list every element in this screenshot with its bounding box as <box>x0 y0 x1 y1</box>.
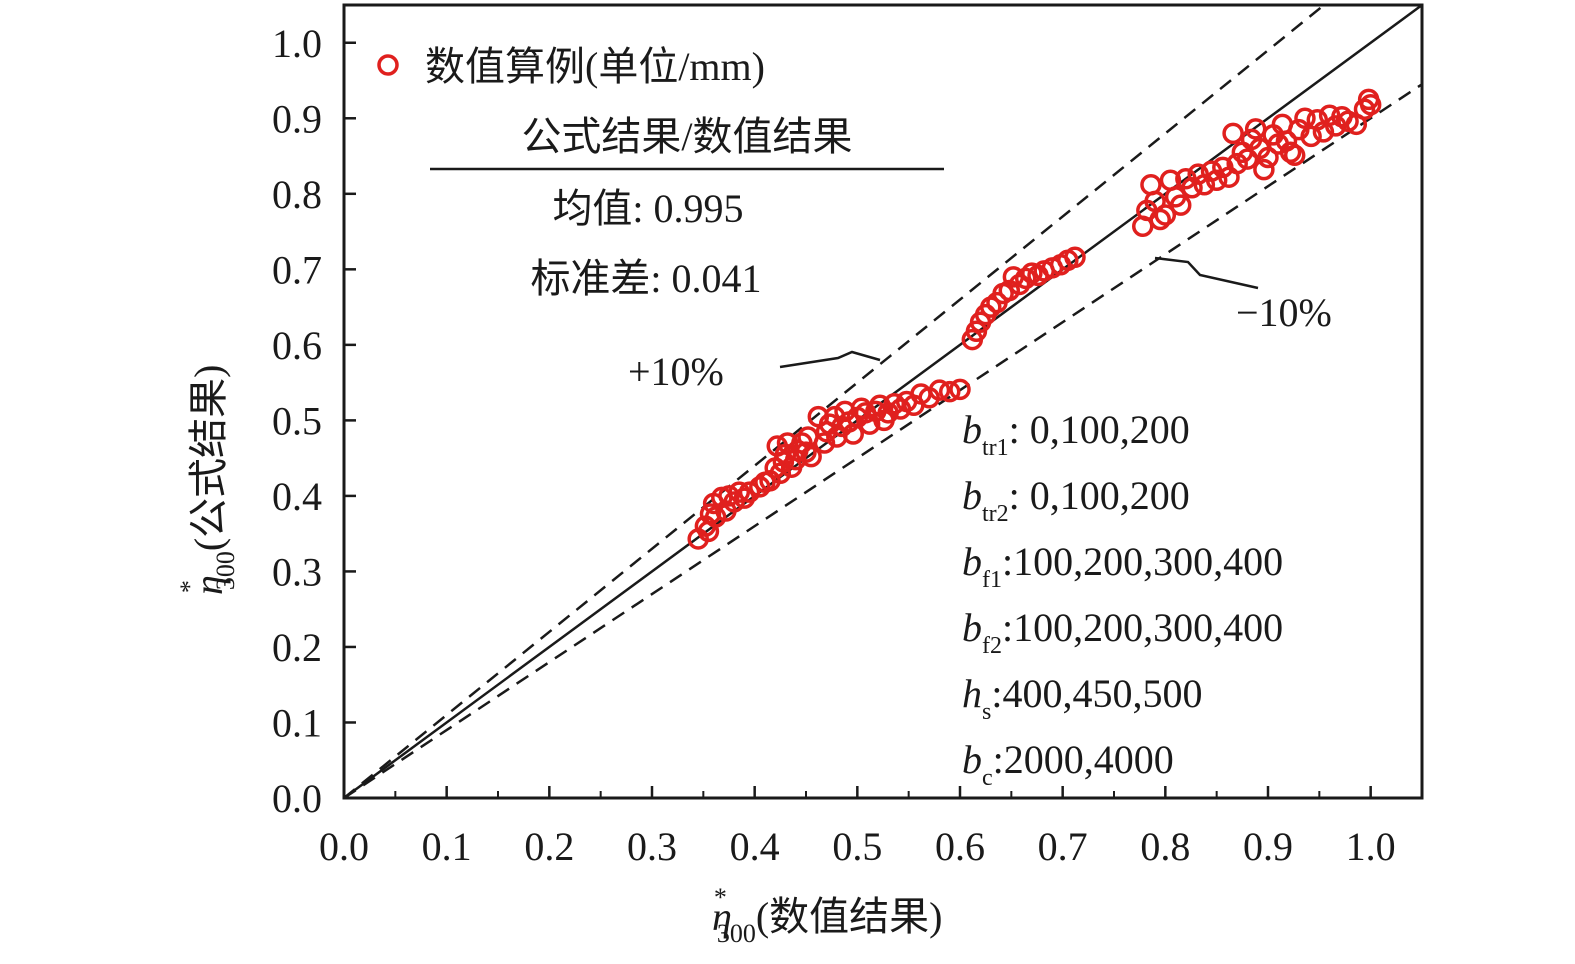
stats-header: 公式结果/数值结果 <box>521 114 852 159</box>
stats-mean: 均值: 0.995 <box>552 186 743 231</box>
data-point <box>1279 141 1302 164</box>
param-btr2: btr2: 0,100,200 <box>962 473 1190 527</box>
data-point <box>733 487 756 509</box>
data-point <box>1359 93 1382 116</box>
y-tick-label: 0.3 <box>272 549 322 594</box>
x-tick-label: 0.7 <box>1038 824 1088 869</box>
axis-ticks: 0.0 0.1 0.2 0.3 0.4 0.5 0.6 0.7 0.8 0.9 1.0 0.0 0.1 0… <box>272 21 1396 869</box>
data-point <box>1222 122 1244 145</box>
x-tick-label: 0.6 <box>935 824 985 869</box>
data-points <box>687 88 1382 550</box>
data-point <box>1205 169 1228 191</box>
plus-10-label: +10% <box>628 349 724 394</box>
x-tick-label: 0.1 <box>422 824 472 869</box>
y-tick-label: 1.0 <box>272 21 322 66</box>
data-point <box>1187 163 1209 185</box>
y-tick-label: 0.8 <box>272 172 322 217</box>
data-point <box>728 481 751 503</box>
y-tick-label: 0.2 <box>272 625 322 670</box>
y-tick-label: 0.6 <box>272 323 322 368</box>
y-tick-label: 0.4 <box>272 474 322 519</box>
data-point <box>795 441 817 463</box>
data-point <box>800 445 822 468</box>
legend-label: 数值算例(单位/mm) <box>425 44 765 89</box>
data-point <box>718 485 740 507</box>
minus-10-leader <box>1154 256 1259 290</box>
plot-frame <box>342 3 1424 800</box>
data-point <box>738 481 761 503</box>
data-point <box>1064 246 1086 268</box>
param-btr1: btr1: 0,100,200 <box>962 407 1190 461</box>
data-point <box>938 380 961 403</box>
data-point <box>1294 107 1316 130</box>
data-point <box>1008 273 1031 296</box>
reference-line-2 <box>343 83 1423 800</box>
data-point <box>1318 104 1341 127</box>
data-point <box>1257 146 1279 169</box>
data-point <box>1014 267 1037 290</box>
param-hs: hs:400,450,500 <box>962 671 1202 725</box>
data-point <box>774 443 797 466</box>
x-tick-label: 0.9 <box>1243 824 1293 869</box>
y-axis-label: η* 300(公式结果) <box>175 365 240 595</box>
x-tick-label: 0.5 <box>832 824 882 869</box>
data-point <box>1169 194 1192 216</box>
plus-10-leader <box>779 350 881 369</box>
param-bf2: bf2:100,200,300,400 <box>962 605 1283 659</box>
y-tick-label: 0.9 <box>272 96 322 141</box>
reference-line-1 <box>343 4 1325 799</box>
x-tick-label: 1.0 <box>1346 824 1396 869</box>
data-point <box>858 413 881 435</box>
data-point <box>928 379 951 401</box>
stats-std: 标准差: 0.041 <box>530 256 761 301</box>
data-point <box>949 378 971 401</box>
parameter-list: btr1: 0,100,200 btr2: 0,100,200 bf1:100,… <box>962 407 1283 791</box>
y-tick-label: 0.7 <box>272 247 322 292</box>
x-tick-label: 0.0 <box>319 824 369 869</box>
x-tick-label: 0.4 <box>730 824 780 869</box>
data-point <box>1154 204 1177 226</box>
data-point <box>1149 208 1171 231</box>
data-point <box>1253 158 1275 181</box>
minus-10-label: −10% <box>1236 290 1332 335</box>
y-tick-label: 0.0 <box>272 776 322 821</box>
data-point <box>1236 148 1259 170</box>
x-tick-label: 0.3 <box>627 824 677 869</box>
param-bc: bc:2000,4000 <box>962 737 1174 791</box>
data-point <box>1283 144 1306 167</box>
data-point <box>813 432 836 454</box>
data-point <box>769 462 792 484</box>
y-tick-label: 0.5 <box>272 398 322 443</box>
x-axis-label: η* 300(数值结果) <box>712 883 942 948</box>
equality-line <box>343 3 1423 800</box>
x-tick-label: 0.8 <box>1140 824 1190 869</box>
reference-lines <box>343 3 1423 800</box>
y-tick-label: 0.1 <box>272 700 322 745</box>
data-point <box>1306 109 1329 131</box>
x-tick-label: 0.2 <box>524 824 574 869</box>
legend-marker <box>377 54 399 76</box>
param-bf1: bf1:100,200,300,400 <box>962 539 1283 593</box>
data-point <box>1226 152 1248 175</box>
